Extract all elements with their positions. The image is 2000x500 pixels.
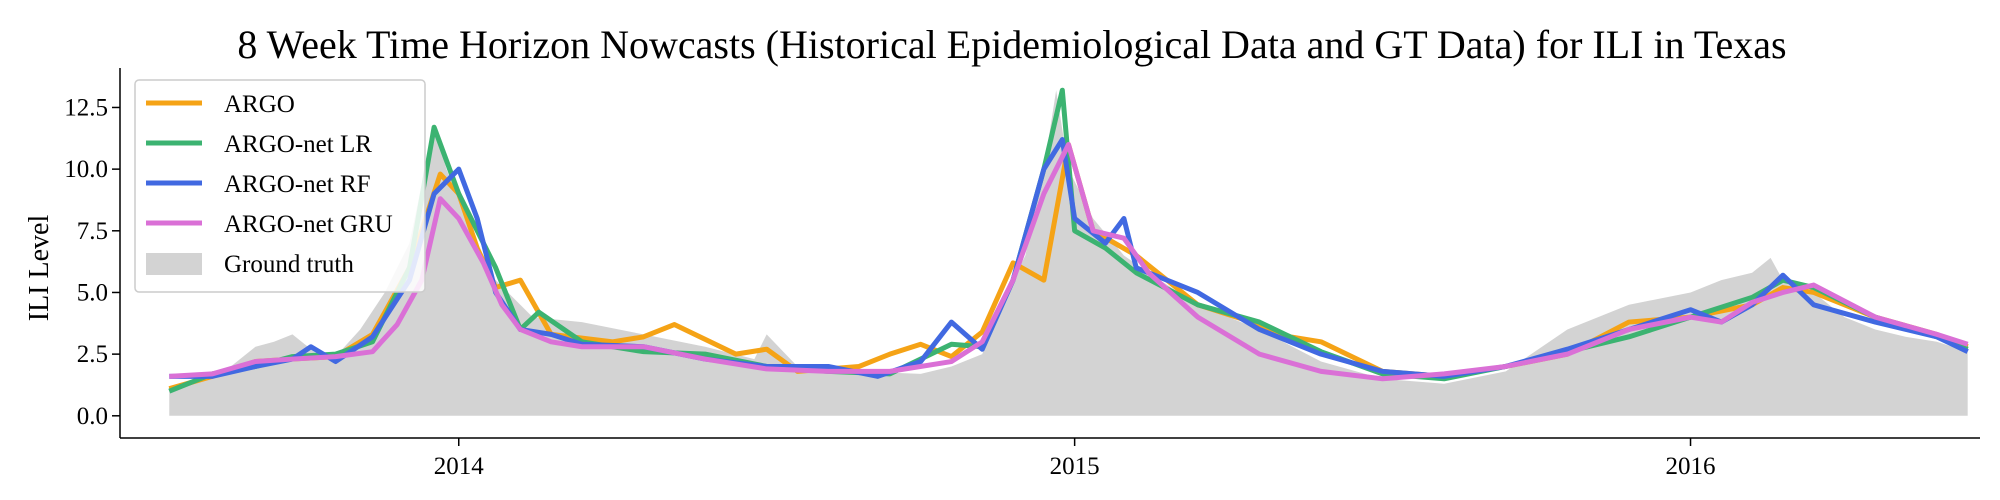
x-tick-label: 2016 (1666, 453, 1716, 480)
legend-box (134, 79, 426, 293)
legend-label-argo: ARGO (224, 91, 295, 118)
axes: 0.0 2.5 5.0 7.5 10.0 12.5 2014 2015 2016 (64, 68, 1980, 480)
legend-label-argo-net-lr: ARGO-net LR (224, 131, 372, 158)
legend: ARGO ARGO-net LR ARGO-net RF ARGO-net GRU Gr… (134, 79, 426, 293)
y-tick-label: 5.0 (77, 279, 108, 306)
y-axis-label: ILI Level (24, 215, 55, 322)
plot-area (168, 87, 1969, 416)
x-tick-label: 2015 (1050, 453, 1100, 480)
y-tick-label: 2.5 (77, 341, 108, 368)
y-tick-label: 7.5 (77, 218, 108, 245)
legend-swatch-ground-truth (146, 253, 202, 275)
ground-truth-area (169, 90, 1968, 416)
y-tick-label: 10.0 (64, 156, 108, 183)
x-tick-label: 2014 (434, 453, 485, 480)
legend-label-argo-net-gru: ARGO-net GRU (224, 211, 393, 238)
chart-title: 8 Week Time Horizon Nowcasts (Historical… (237, 22, 1786, 67)
legend-label-ground-truth: Ground truth (224, 251, 354, 278)
y-tick-label: 0.0 (77, 403, 108, 430)
legend-label-argo-net-rf: ARGO-net RF (224, 171, 371, 198)
y-tick-label: 12.5 (64, 94, 108, 121)
